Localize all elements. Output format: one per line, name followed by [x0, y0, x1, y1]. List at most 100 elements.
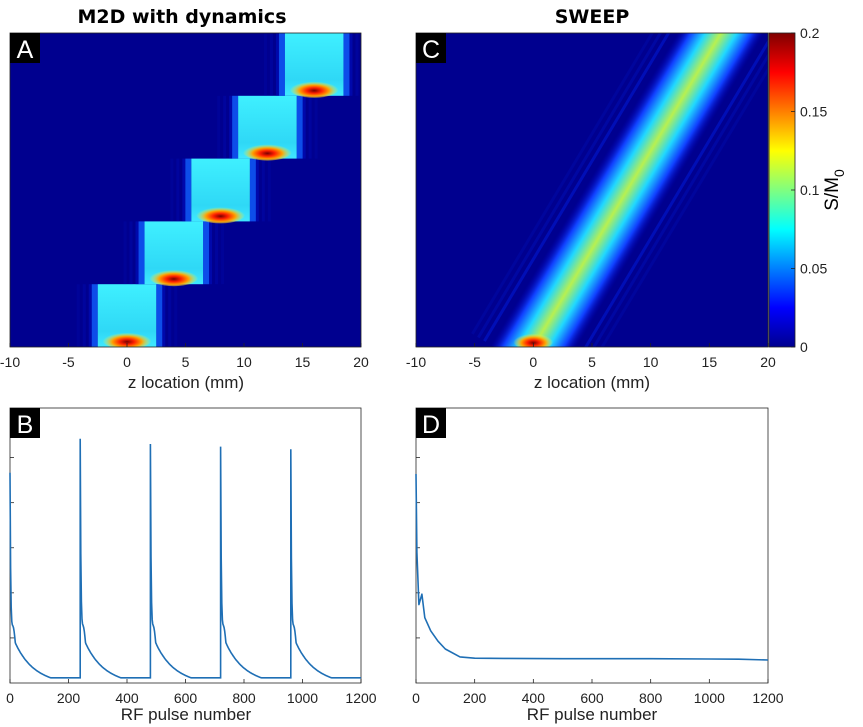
- plot-b-frame: [9, 407, 362, 684]
- slab-ripple: [275, 33, 279, 96]
- heatmap-a: [10, 33, 364, 347]
- panel-label-d: D: [416, 408, 446, 439]
- x-tick-label: 200: [463, 690, 487, 706]
- title-m2d: M2D with dynamics: [77, 6, 286, 28]
- band-ripple: [572, 45, 768, 347]
- panel-label-a: A: [10, 33, 40, 64]
- slab-edge: [232, 95, 239, 159]
- slab-hotspot: [102, 331, 152, 347]
- slab-ripple: [269, 33, 273, 96]
- slab-edge: [185, 158, 192, 222]
- slab-edge: [343, 33, 350, 96]
- x-tick-label: -10: [0, 354, 20, 370]
- band-hotspot: [513, 332, 554, 347]
- x-tick-label: 600: [174, 690, 198, 706]
- slab-ripple: [168, 284, 172, 347]
- title-sweep: SWEEP: [555, 6, 630, 28]
- panel-label-d-text: D: [422, 411, 440, 439]
- slab-hotspot: [242, 142, 292, 161]
- band-core: [490, 33, 764, 347]
- slab-ripple: [223, 95, 227, 159]
- band-ripple: [566, 41, 768, 347]
- colorbar-tick-label: 0.15: [800, 104, 827, 120]
- colorbar-tick-label: 0.1: [800, 182, 820, 198]
- slab-edge: [91, 284, 98, 347]
- slab-edge: [278, 33, 285, 96]
- band-ripple: [477, 33, 688, 339]
- x-tick-label: 15: [295, 354, 311, 370]
- slab-ripple: [349, 33, 353, 96]
- slab-edge: [296, 95, 303, 159]
- slab-ripple: [176, 158, 180, 222]
- x-axis-a: -10 -5 0 5 10 15 20: [0, 343, 369, 370]
- colorbar-tick-label: 0.2: [800, 25, 820, 41]
- panel-label-c: C: [416, 33, 446, 64]
- plot-d: [415, 457, 769, 661]
- x-axis-d: 0 200 400 600 800 1000 1200: [412, 679, 784, 706]
- slab-ripple: [162, 284, 166, 347]
- slab-edge: [249, 158, 256, 222]
- slab-ripple: [88, 284, 92, 347]
- colorbar-label: S/M0: [822, 169, 847, 211]
- x-tick-label: 5: [588, 354, 596, 370]
- x-tick-label: 600: [580, 690, 604, 706]
- x-tick-label: 400: [522, 690, 546, 706]
- band-ripple: [471, 33, 682, 335]
- x-tick-label: 5: [182, 354, 190, 370]
- x-tick-label: 15: [702, 354, 718, 370]
- xlabel-d: RF pulse number: [527, 705, 658, 724]
- slab-ripple: [217, 95, 221, 159]
- x-tick-label: 10: [643, 354, 659, 370]
- xlabel-b: RF pulse number: [121, 705, 252, 724]
- colorbar-tick-label: 0.05: [800, 261, 827, 277]
- signal-line-d: [415, 473, 769, 661]
- x-tick-label: 0: [123, 354, 131, 370]
- colorbar-ticks: 0 0.05 0.1 0.15 0.2: [791, 25, 827, 355]
- x-axis-c: -10 -5 0 5 10 15 20: [406, 343, 776, 370]
- slab-ripple: [209, 221, 213, 285]
- slab-ripple: [302, 95, 306, 159]
- signal-line-b: [9, 438, 361, 679]
- band-ripple: [560, 38, 768, 347]
- slab-ripple: [123, 221, 127, 285]
- slab-ripple: [355, 33, 359, 96]
- slab-ripple: [314, 95, 318, 159]
- slab-hotspot: [149, 268, 199, 287]
- x-tick-label: 0: [6, 690, 14, 706]
- x-tick-label: 0: [412, 690, 420, 706]
- slab-ripple: [261, 158, 265, 222]
- x-tick-label: 1000: [694, 690, 725, 706]
- slab-ripple: [308, 95, 312, 159]
- slab-ripple: [182, 158, 186, 222]
- slab-ripple: [170, 158, 174, 222]
- x-tick-label: 1000: [287, 690, 318, 706]
- slab-ripple: [82, 284, 86, 347]
- heatmap-c: [416, 33, 768, 347]
- slab-ripple: [221, 221, 225, 285]
- xlabel-a: z location (mm): [128, 373, 244, 392]
- slab-hotspot: [196, 205, 246, 224]
- slab-ripple: [135, 221, 139, 285]
- slab-ripple: [255, 158, 259, 222]
- slab-ripple: [229, 95, 233, 159]
- x-tick-label: 200: [57, 690, 81, 706]
- slab-ripple: [215, 221, 219, 285]
- slab-edge: [203, 221, 210, 285]
- x-tick-label: 0: [529, 354, 537, 370]
- slab-ripple: [76, 284, 80, 347]
- slab-ripple: [267, 158, 271, 222]
- x-tick-label: 1200: [345, 690, 376, 706]
- slab-edge: [138, 221, 145, 285]
- slab-ripple: [361, 33, 364, 96]
- sweep-band: [471, 33, 768, 347]
- x-tick-label: -5: [62, 354, 75, 370]
- slab-ripple: [263, 33, 267, 96]
- panel-label-c-text: C: [422, 36, 440, 64]
- x-tick-label: 800: [232, 690, 256, 706]
- slab-ripple: [129, 221, 133, 285]
- x-tick-label: 400: [115, 690, 139, 706]
- x-tick-label: 20: [760, 354, 776, 370]
- plot-d-frame: [415, 407, 769, 684]
- panel-label-b: B: [10, 408, 40, 439]
